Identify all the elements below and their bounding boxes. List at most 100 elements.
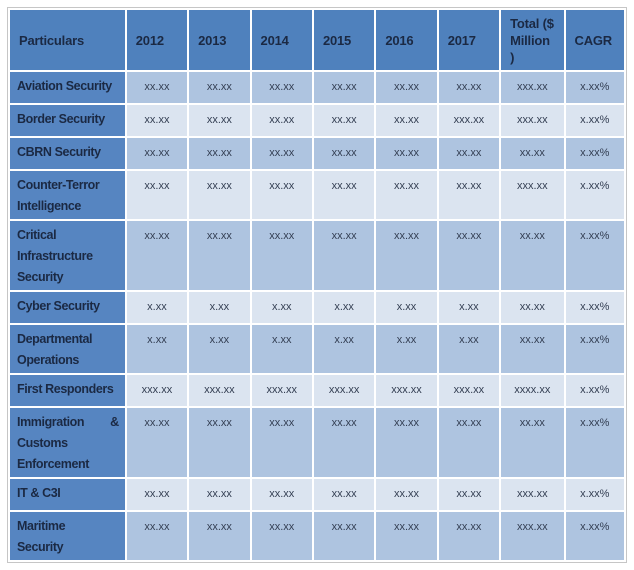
column-header-cagr: CAGR [565, 10, 624, 70]
cell: x.xx [438, 325, 500, 373]
table-row: Counter-Terror Intelligence xx.xx xx.xx xx.… [10, 171, 624, 219]
cell: xx.xx [376, 72, 437, 103]
column-header-2014: 2014 [251, 10, 312, 70]
cell: x.xx% [565, 105, 624, 136]
table-row: CBRN Security xx.xx xx.xx xx.xx xx.xx xx.xx xx… [10, 138, 624, 169]
cell: x.xx [376, 292, 437, 323]
cell: xx.xx [189, 105, 250, 136]
cell: x.xx% [565, 292, 624, 323]
cell: xx.xx [376, 138, 437, 169]
cell: xx.xx [501, 408, 564, 477]
cell: x.xx [251, 325, 312, 373]
cell: xxx.xx [438, 375, 500, 406]
row-header: First Responders [10, 375, 125, 406]
cell: xxx.xx [189, 375, 250, 406]
cell: xx.xx [251, 408, 312, 477]
cell: x.xx% [565, 325, 624, 373]
table-row: Maritime Security xx.xx xx.xx xx.xx xx.xx xx.… [10, 512, 624, 560]
cell: xx.xx [251, 72, 312, 103]
cell: xx.xx [189, 221, 250, 290]
table-row: Critical Infrastructure Security xx.xx xx.… [10, 221, 624, 290]
cell: xxx.xx [501, 105, 564, 136]
table-row: IT & C3I xx.xx xx.xx xx.xx xx.xx xx.xx xx.xx xx… [10, 479, 624, 510]
row-header: Critical Infrastructure Security [10, 221, 125, 290]
cell: xx.xx [126, 171, 188, 219]
row-header: Maritime Security [10, 512, 125, 560]
cell: xx.xx [313, 221, 375, 290]
row-header: Cyber Security [10, 292, 125, 323]
cell: x.xx [438, 292, 500, 323]
cell: xx.xx [313, 512, 375, 560]
table-body: Aviation Security xx.xx xx.xx xx.xx xx.xx xx.… [10, 72, 624, 560]
cell: xx.xx [126, 105, 188, 136]
cell: xx.xx [313, 72, 375, 103]
row-header: Departmental Operations [10, 325, 125, 373]
table-row: First Responders xxx.xx xxx.xx xxx.xx xxx.xx… [10, 375, 624, 406]
cell: x.xx% [565, 171, 624, 219]
cell: x.xx [126, 325, 188, 373]
cell: xx.xx [251, 105, 312, 136]
cell: x.xx [189, 325, 250, 373]
cell: xx.xx [501, 221, 564, 290]
cell: xx.xx [313, 171, 375, 219]
row-header: Border Security [10, 105, 125, 136]
header-row: Particulars 2012 2013 2014 2015 2016 201… [10, 10, 624, 70]
column-header-2015: 2015 [313, 10, 375, 70]
cell: xx.xx [438, 221, 500, 290]
cell: xx.xx [189, 72, 250, 103]
row-header: Aviation Security [10, 72, 125, 103]
cell: xx.xx [189, 479, 250, 510]
cell: x.xx [376, 325, 437, 373]
row-header: CBRN Security [10, 138, 125, 169]
cell: xx.xx [438, 171, 500, 219]
cell: xx.xx [376, 512, 437, 560]
cell: xx.xx [251, 171, 312, 219]
cell: xxx.xx [501, 72, 564, 103]
cell: xx.xx [376, 221, 437, 290]
column-header-2017: 2017 [438, 10, 500, 70]
table-row: Cyber Security x.xx x.xx x.xx x.xx x.xx x.xx xx… [10, 292, 624, 323]
cell: xx.xx [126, 479, 188, 510]
cell: xxx.xx [501, 512, 564, 560]
cell: xxx.xx [438, 105, 500, 136]
cell: xx.xx [376, 171, 437, 219]
cell: x.xx [313, 292, 375, 323]
cell: xx.xx [438, 138, 500, 169]
cell: xxx.xx [251, 375, 312, 406]
cell: xx.xx [438, 479, 500, 510]
cell: x.xx% [565, 375, 624, 406]
cell: xx.xx [313, 138, 375, 169]
cell: xx.xx [251, 138, 312, 169]
cell: xx.xx [501, 138, 564, 169]
cell: xx.xx [501, 325, 564, 373]
cell: x.xx% [565, 72, 624, 103]
cell: xx.xx [313, 408, 375, 477]
table-row: Aviation Security xx.xx xx.xx xx.xx xx.xx xx.… [10, 72, 624, 103]
cell: xx.xx [126, 72, 188, 103]
column-header-2012: 2012 [126, 10, 188, 70]
cell: xx.xx [313, 105, 375, 136]
cell: xx.xx [438, 512, 500, 560]
cell: xx.xx [126, 221, 188, 290]
cell: xx.xx [438, 408, 500, 477]
cell: xxx.xx [501, 479, 564, 510]
cell: xx.xx [126, 512, 188, 560]
cell: xx.xx [501, 292, 564, 323]
table-row: Immigration & Customs Enforcement xx.xx xx… [10, 408, 624, 477]
cell: x.xx% [565, 512, 624, 560]
cell: xx.xx [313, 479, 375, 510]
cell: xx.xx [376, 479, 437, 510]
cell: xx.xx [126, 138, 188, 169]
cell: xxx.xx [313, 375, 375, 406]
cell: x.xx% [565, 221, 624, 290]
cell: x.xx [126, 292, 188, 323]
cell: xx.xx [251, 512, 312, 560]
cell: xx.xx [376, 408, 437, 477]
row-header: Immigration & Customs Enforcement [10, 408, 125, 477]
cell: x.xx [313, 325, 375, 373]
cell: xx.xx [126, 408, 188, 477]
cell: xx.xx [376, 105, 437, 136]
cell: xx.xx [438, 72, 500, 103]
cell: xx.xx [251, 479, 312, 510]
